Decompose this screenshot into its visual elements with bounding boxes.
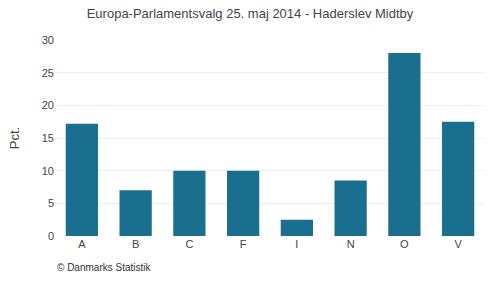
svg-text:5: 5 xyxy=(48,197,54,209)
svg-text:V: V xyxy=(454,238,462,250)
svg-text:Pct.: Pct. xyxy=(7,127,22,149)
svg-text:F: F xyxy=(240,238,247,250)
svg-text:30: 30 xyxy=(42,34,54,46)
svg-text:© Danmarks Statistik: © Danmarks Statistik xyxy=(57,262,152,273)
svg-text:0: 0 xyxy=(48,230,54,242)
svg-text:25: 25 xyxy=(42,67,54,79)
svg-text:C: C xyxy=(185,238,193,250)
svg-text:A: A xyxy=(78,238,86,250)
svg-text:20: 20 xyxy=(42,99,54,111)
svg-text:15: 15 xyxy=(42,132,54,144)
svg-text:N: N xyxy=(347,238,355,250)
svg-text:10: 10 xyxy=(42,165,54,177)
svg-text:O: O xyxy=(400,238,409,250)
svg-text:B: B xyxy=(132,238,139,250)
svg-text:Europa-Parlamentsvalg 25. maj: Europa-Parlamentsvalg 25. maj 2014 - Had… xyxy=(87,6,414,21)
svg-text:I: I xyxy=(295,238,298,250)
